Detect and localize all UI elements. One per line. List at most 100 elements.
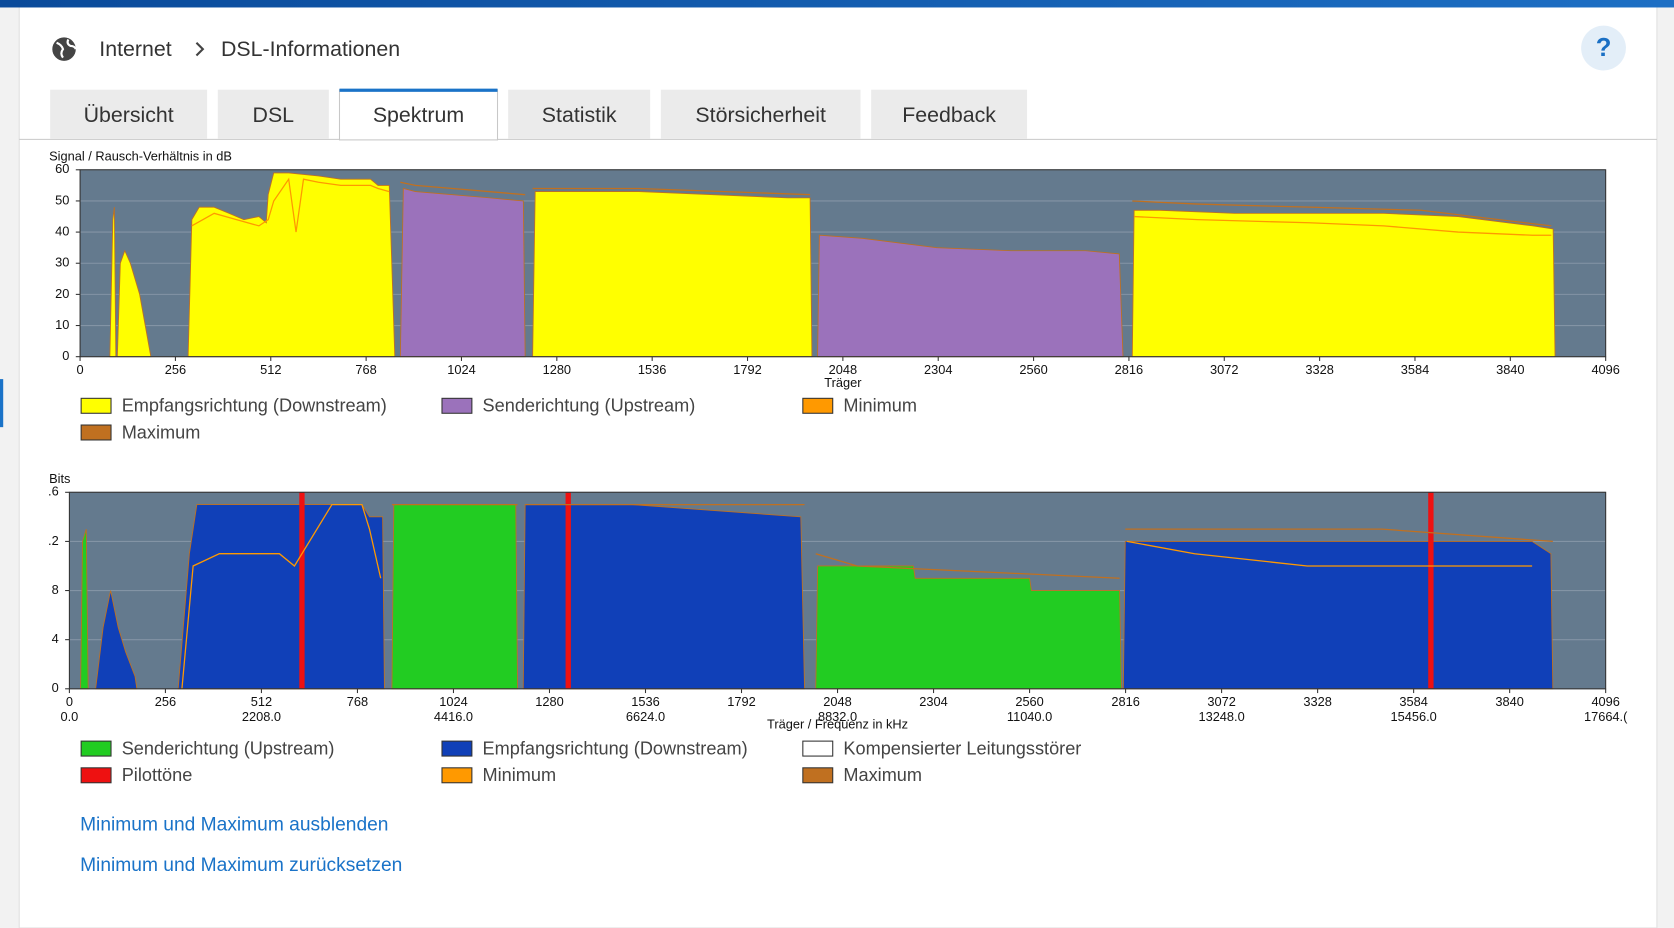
x2-tick-label: 6624.0 (626, 709, 665, 724)
pilot-tone (565, 492, 571, 689)
x-tick-label: 768 (355, 362, 376, 377)
tab[interactable] (871, 89, 1028, 139)
y-tick-label: 30 (55, 255, 69, 270)
tab[interactable] (508, 89, 651, 139)
x-tick-label: 512 (251, 694, 272, 709)
tab-label[interactable]: Spektrum (373, 103, 464, 127)
x2-tick-label: 11040.0 (1007, 709, 1052, 724)
x-tick-label: 0 (77, 362, 84, 377)
globe-icon (52, 37, 77, 61)
legend-swatch (802, 397, 834, 414)
area (399, 187, 1124, 358)
tab-indicator (339, 88, 498, 92)
x-tick-label: 2048 (829, 362, 857, 377)
x-tick-label: 256 (155, 694, 176, 709)
x2-tick-label: 4416.0 (434, 709, 473, 724)
x-tick-label: 1536 (638, 362, 666, 377)
help-button[interactable] (1581, 25, 1626, 71)
x2-tick-label: 8832.0 (818, 709, 857, 724)
y-tick-label: .6 (48, 484, 59, 499)
y-tick-label: 0 (62, 348, 69, 363)
x-tick-label: 1536 (631, 694, 659, 709)
legend-label: Empfangsrichtung (Downstream) (483, 738, 748, 758)
x-tick-label: 512 (260, 362, 281, 377)
legend-swatch (441, 767, 473, 784)
legend-swatch (80, 740, 112, 757)
chart: Bits 0 4 8 .2 .6 0 256 512 768 1024 1280 1536 1792 204… (48, 471, 1628, 785)
breadcrumb-separator (195, 41, 205, 57)
x-tick-label: 1792 (733, 362, 761, 377)
y-tick-label: 20 (55, 286, 69, 301)
link[interactable]: Minimum und Maximum ausblenden (80, 815, 388, 836)
x-tick-label: 2816 (1111, 694, 1139, 709)
legend-swatch (802, 740, 834, 757)
plot-marks (80, 492, 1554, 690)
chart: Signal / Rausch-Verhältnis in dB 0 10 20 30 4… (49, 148, 1620, 442)
y-tick-label: 10 (55, 317, 69, 332)
legend-label: Kompensierter Leitungsstörer (843, 738, 1081, 758)
legend-swatch (441, 740, 473, 757)
tab-label[interactable]: Feedback (902, 103, 996, 127)
x-tick-label: 4096 (1591, 362, 1619, 377)
y-tick-label: .2 (48, 533, 59, 548)
y-tick-label: 50 (55, 192, 69, 207)
x2-tick-label: 15456.0 (1391, 709, 1437, 724)
line (181, 503, 1533, 689)
plot-marks (109, 172, 1556, 358)
line (191, 177, 1552, 236)
tab[interactable] (660, 89, 861, 139)
x-tick-label: 2560 (1019, 362, 1047, 377)
y-axis-title: Bits (49, 471, 70, 486)
x2-tick-label: 2208.0 (242, 709, 281, 724)
x-tick-label: 3584 (1401, 362, 1429, 377)
y-tick-label: 4 (52, 631, 59, 646)
y-tick-label: 40 (55, 223, 69, 238)
y-tick-label: 0 (52, 680, 59, 695)
legend-label: Senderichtung (Upstream) (483, 396, 696, 416)
x2-tick-label: 13248.0 (1198, 709, 1244, 724)
x-tick-label: 3072 (1207, 694, 1235, 709)
x-tick-label: 1280 (535, 694, 563, 709)
content-panel (18, 5, 1658, 928)
tab-label[interactable]: Übersicht (84, 103, 174, 127)
x2-tick-label: 17664.( (1584, 709, 1628, 724)
tab[interactable] (217, 89, 329, 139)
y-tick-label: 60 (55, 161, 69, 176)
breadcrumb-item[interactable]: Internet (99, 37, 171, 61)
x-tick-label: 1024 (439, 694, 467, 709)
legend-swatch (80, 424, 112, 441)
area (109, 172, 1556, 358)
y-axis-title: Signal / Rausch-Verhältnis in dB (49, 148, 232, 163)
tab-label[interactable]: DSL (253, 103, 295, 127)
x-axis-title: Träger / Frequenz in kHz (767, 716, 908, 731)
tab-label[interactable]: Statistik (542, 103, 617, 127)
tab[interactable] (50, 89, 208, 139)
x-tick-label: 3328 (1305, 362, 1333, 377)
x-tick-label: 0 (66, 694, 73, 709)
help-icon[interactable]: ? (1596, 34, 1612, 62)
x-tick-label: 4096 (1591, 694, 1619, 709)
legend-swatch (441, 397, 473, 414)
area (95, 504, 1554, 690)
tab[interactable] (338, 89, 499, 141)
x-axis-title: Träger (824, 375, 862, 390)
side-marker (0, 379, 4, 428)
legend-label: Maximum (843, 765, 922, 785)
breadcrumb-item: DSL-Informationen (221, 37, 400, 61)
x-tick-label: 3072 (1210, 362, 1238, 377)
x-tick-label: 2304 (924, 362, 952, 377)
plot-border (68, 491, 1607, 690)
x-tick-label: 2048 (823, 694, 851, 709)
link[interactable]: Minimum und Maximum zurücksetzen (80, 855, 402, 876)
legend-label: Empfangsrichtung (Downstream) (122, 396, 387, 416)
x-tick-label: 1792 (727, 694, 755, 709)
tab-label[interactable]: Störsicherheit (695, 103, 826, 127)
x-tick-label: 768 (347, 694, 368, 709)
line (391, 503, 1553, 579)
legend-label: Minimum (843, 396, 917, 416)
x-tick-label: 3840 (1495, 694, 1523, 709)
legend-swatch (80, 767, 112, 784)
legend-label: Pilottöne (122, 765, 193, 785)
